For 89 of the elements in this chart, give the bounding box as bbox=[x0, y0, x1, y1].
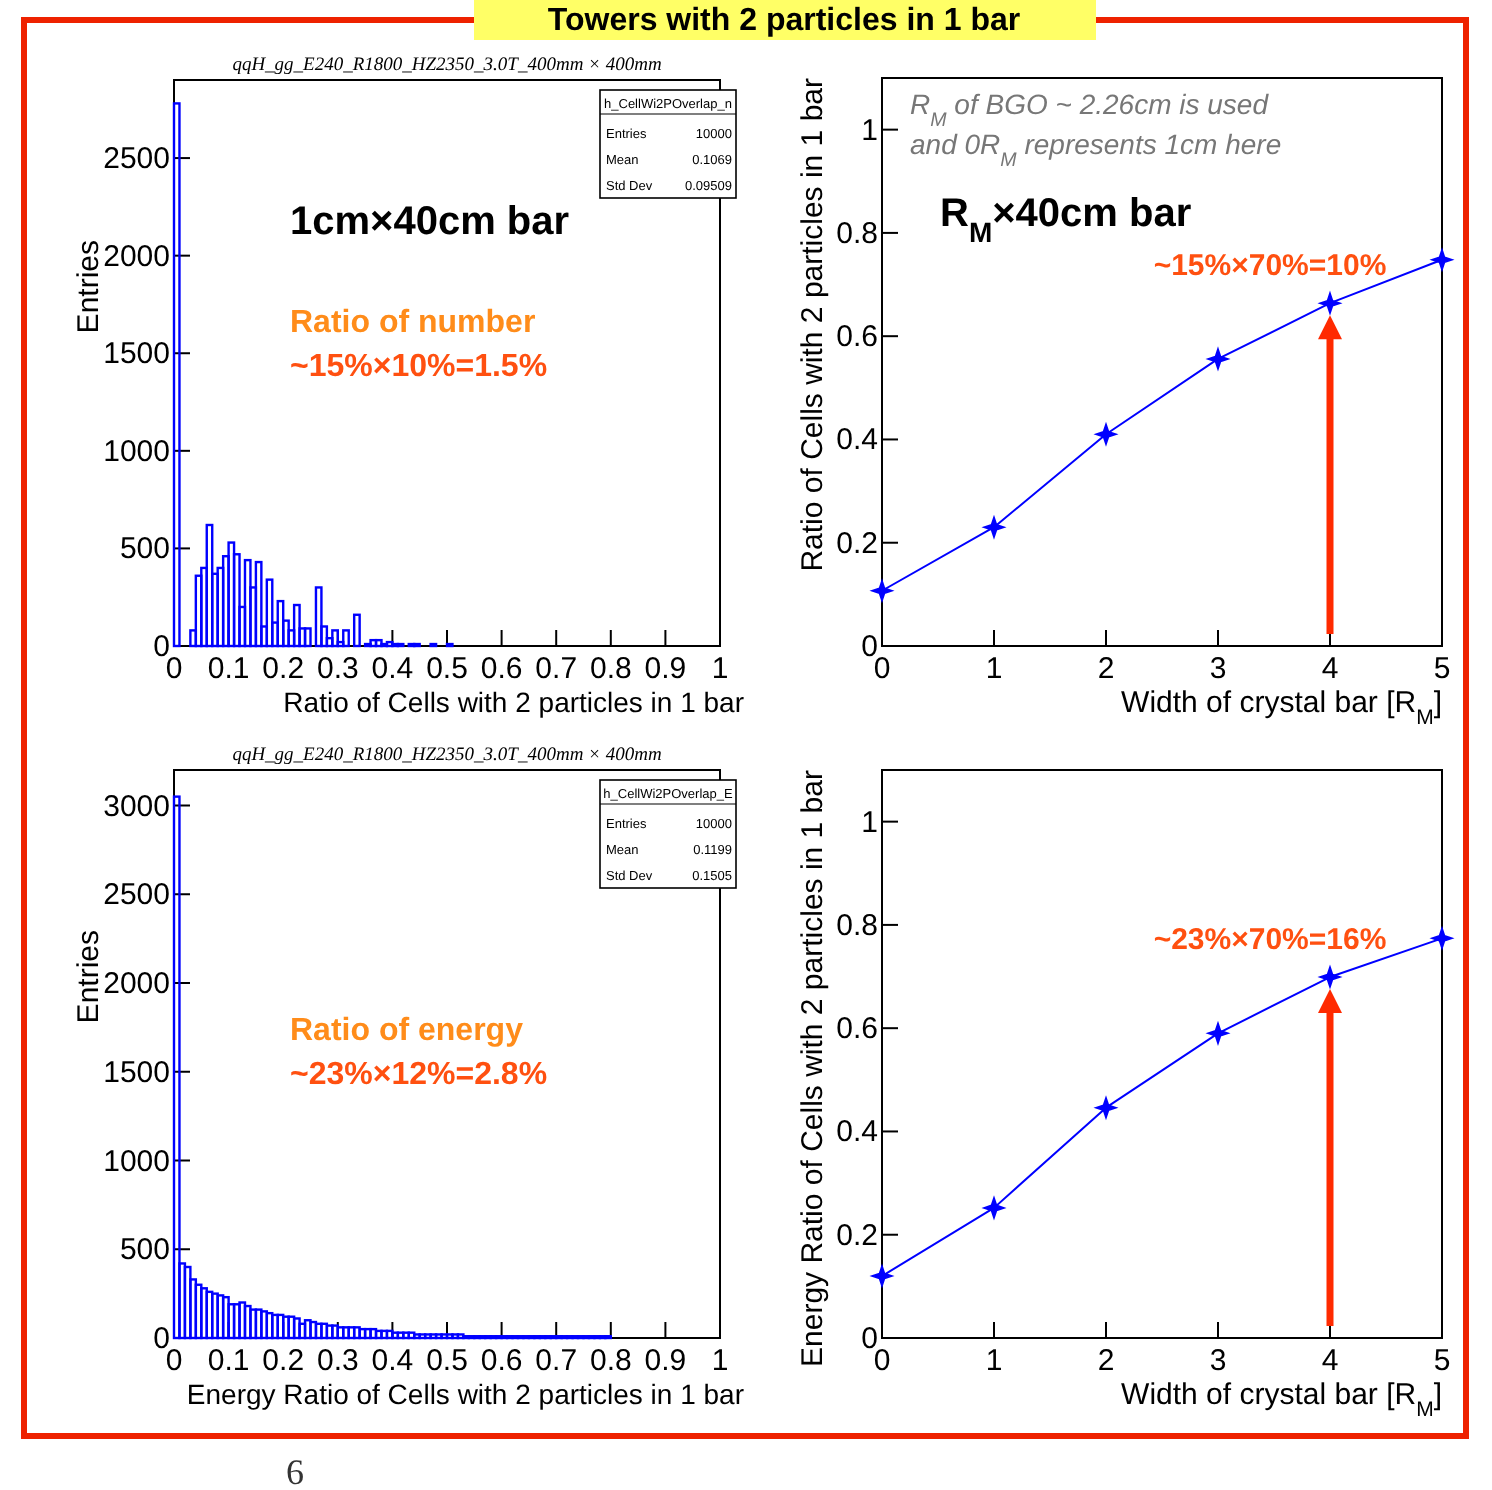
point bbox=[1095, 1096, 1117, 1119]
annotation: ~23%×12%=2.8% bbox=[290, 1058, 548, 1092]
x-tick-label: 1 bbox=[711, 1344, 729, 1378]
y-tick-label: 0.8 bbox=[836, 216, 878, 251]
x-tick-label: 0.7 bbox=[535, 1344, 578, 1378]
annotation: ~15%×10%=1.5% bbox=[290, 350, 548, 384]
point bbox=[1319, 966, 1341, 988]
annotation: Ratio of energy bbox=[290, 1014, 524, 1048]
y-tick-label: 1500 bbox=[103, 337, 170, 372]
point bbox=[1095, 423, 1117, 446]
annotation: R$_{M}$×40cm bar bbox=[940, 192, 1192, 248]
y-tick-label: 0 bbox=[153, 630, 170, 664]
x-tick-label: 0.5 bbox=[426, 1344, 468, 1378]
x-tick-label: 4 bbox=[1321, 652, 1339, 686]
y-tick-label: 0 bbox=[153, 1322, 170, 1356]
x-tick-label: 0.8 bbox=[589, 652, 632, 686]
annotation: Ratio of number bbox=[290, 306, 536, 340]
x-tick-label: 0.5 bbox=[426, 652, 468, 686]
y-axis-title: Ratio of Cells with 2 particles in 1 bar bbox=[796, 78, 830, 572]
x-axis-title: Ratio of Cells with 2 particles in 1 bar bbox=[283, 686, 745, 718]
y-tick-label: 0.6 bbox=[836, 1012, 878, 1047]
chart-title: qqH_gg_E240_R1800_HZ2350_3.0T_400mm × 400mm bbox=[232, 746, 662, 766]
y-tick-label: 500 bbox=[119, 1233, 170, 1268]
y-axis-title: Energy Ratio of Cells with 2 particles in 1 bar bbox=[796, 770, 830, 1367]
x-axis-title: Width of crystal bar [R$_{M}$] bbox=[1121, 1378, 1442, 1422]
annotation: 1cm×40cm bar bbox=[290, 200, 570, 244]
point bbox=[871, 1265, 893, 1287]
y-tick-label: 1000 bbox=[103, 434, 170, 469]
point bbox=[1431, 248, 1453, 271]
x-axis-title: Energy Ratio of Cells with 2 particles in 1 bar bbox=[186, 1378, 745, 1410]
annotation: and 0R$_{M}$ represents 1cm here bbox=[910, 128, 1282, 171]
x-tick-label: 1 bbox=[985, 652, 1003, 686]
x-tick-label: 1 bbox=[711, 652, 729, 686]
y-tick-label: 500 bbox=[119, 532, 170, 567]
x-tick-label: 0.2 bbox=[262, 652, 305, 686]
x-tick-label: 0.1 bbox=[207, 1344, 250, 1378]
x-tick-label: 0.6 bbox=[480, 1344, 523, 1378]
y-tick-label: 2000 bbox=[103, 967, 170, 1001]
x-tick-label: 0.4 bbox=[371, 1344, 414, 1378]
y-tick-label: 1500 bbox=[103, 1055, 170, 1090]
x-tick-label: 0.9 bbox=[644, 652, 687, 686]
y-tick-label: 1 bbox=[861, 113, 878, 148]
y-axis-title: Entries bbox=[72, 240, 106, 334]
y-tick-label: 3000 bbox=[103, 789, 170, 824]
annotation: ~15%×70%=10% bbox=[1153, 249, 1387, 284]
annotation: ~23%×70%=16% bbox=[1153, 923, 1387, 958]
y-tick-label: 0.8 bbox=[836, 908, 878, 943]
text: 6 bbox=[286, 1452, 304, 1490]
point bbox=[1207, 1022, 1229, 1045]
x-tick-label: 0.3 bbox=[316, 1344, 359, 1378]
x-tick-label: 5 bbox=[1433, 652, 1451, 686]
y-tick-label: 1 bbox=[861, 805, 878, 840]
y-tick-label: 0.6 bbox=[836, 320, 878, 355]
x-tick-label: 2 bbox=[1097, 652, 1115, 686]
y-tick-label: 0.2 bbox=[836, 526, 878, 561]
x-tick-label: 0.6 bbox=[480, 652, 523, 686]
point bbox=[983, 516, 1005, 539]
x-tick-label: 3 bbox=[1209, 1344, 1227, 1378]
point bbox=[871, 579, 893, 602]
x-tick-label: 2 bbox=[1097, 1344, 1115, 1378]
y-tick-label: 2500 bbox=[103, 142, 170, 177]
x-axis-title: Width of crystal bar [R$_{M}$] bbox=[1121, 686, 1442, 730]
point bbox=[1431, 927, 1453, 950]
x-tick-label: 0.4 bbox=[371, 652, 414, 686]
x-tick-label: 0.3 bbox=[316, 652, 359, 686]
x-tick-label: 1 bbox=[985, 1344, 1003, 1378]
x-tick-label: 3 bbox=[1209, 652, 1227, 686]
annotation: R$_{M}$ of BGO ~ 2.26cm is used bbox=[910, 88, 1271, 131]
x-tick-label: 5 bbox=[1433, 1344, 1451, 1378]
chart-title: qqH_gg_E240_R1800_HZ2350_3.0T_400mm × 400mm bbox=[232, 56, 662, 76]
y-tick-label: 0.4 bbox=[836, 1115, 878, 1150]
y-tick-label: 0 bbox=[861, 1322, 878, 1356]
x-tick-label: 0.8 bbox=[589, 1344, 632, 1378]
x-tick-label: 0.9 bbox=[644, 1344, 687, 1378]
y-tick-label: 0.2 bbox=[836, 1218, 878, 1253]
point bbox=[1207, 348, 1229, 370]
y-tick-label: 0 bbox=[861, 630, 878, 664]
x-tick-label: 0.2 bbox=[262, 1344, 305, 1378]
y-tick-label: 2500 bbox=[103, 878, 170, 913]
y-tick-label: 1000 bbox=[103, 1144, 170, 1179]
text: Towers with 2 particles in 1 bar bbox=[547, 4, 1021, 38]
x-tick-label: 4 bbox=[1321, 1344, 1339, 1378]
x-tick-label: 0.1 bbox=[207, 652, 250, 686]
point bbox=[1319, 292, 1341, 314]
y-tick-label: 2000 bbox=[103, 239, 170, 274]
x-tick-label: 0.7 bbox=[535, 652, 578, 686]
y-axis-title: Entries bbox=[72, 930, 106, 1024]
y-tick-label: 0.4 bbox=[836, 423, 878, 458]
point bbox=[983, 1197, 1005, 1219]
